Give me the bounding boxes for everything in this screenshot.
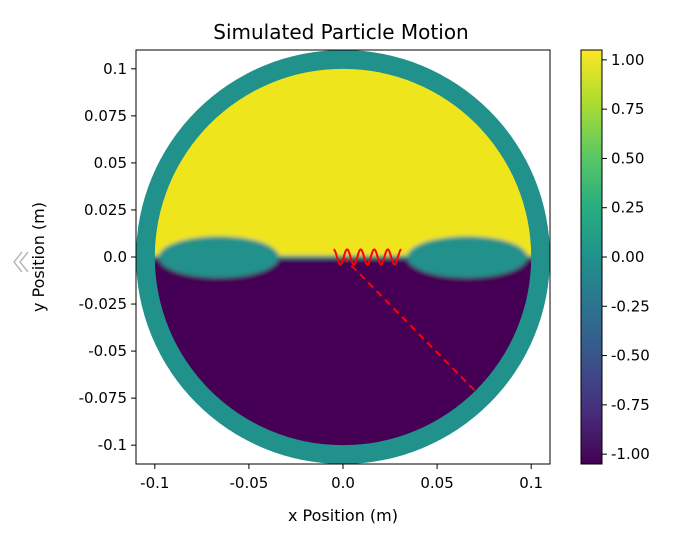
- y-axis-ticks: 0.1 0.075 0.05 0.025 0.0 -0.025 -0.05 -0.075 -0.…: [79, 60, 136, 454]
- colorbar-tick-label: 0.25: [611, 199, 644, 217]
- chart-title: Simulated Particle Motion: [213, 20, 468, 44]
- x-tick-label: -0.05: [230, 474, 269, 492]
- x-tick-label: -0.1: [140, 474, 169, 492]
- trajectory-dashed: [342, 256, 476, 392]
- colorbar-tick-label: 0.00: [611, 248, 644, 266]
- y-axis-label: y Position (m): [29, 202, 48, 312]
- colorbar-tick-label: -1.00: [611, 445, 650, 463]
- y-tick-label: 0.05: [94, 154, 127, 172]
- y-tick-label: 0.0: [103, 248, 127, 266]
- y-tick-label: -0.075: [79, 389, 127, 407]
- y-tick-label: 0.025: [84, 201, 127, 219]
- colorbar-ticks: 1.00 0.75 0.50 0.25 0.00 -0.25 -0.50 -0.75 -1.00: [602, 51, 650, 463]
- colorbar-tick-label: 0.75: [611, 100, 644, 118]
- colorbar-tick-label: 1.00: [611, 51, 644, 69]
- colorbar-tick-label: -0.25: [611, 297, 650, 315]
- trajectory-layer: [333, 248, 476, 392]
- trajectory-oscillation: [333, 248, 402, 266]
- colorbar-tick-label: 0.50: [611, 149, 644, 167]
- y-tick-label: 0.075: [84, 107, 127, 125]
- y-tick-label: -0.05: [88, 342, 127, 360]
- colorbar: [580, 49, 603, 465]
- x-tick-label: 0.0: [331, 474, 355, 492]
- sidebar-collapse-icon[interactable]: [13, 251, 29, 273]
- x-axis-ticks: -0.1 -0.05 0.0 0.05 0.1: [140, 464, 543, 492]
- lobe-1: [406, 236, 528, 278]
- y-tick-label: -0.1: [98, 436, 127, 454]
- x-tick-label: 0.1: [519, 474, 543, 492]
- lobe-0: [158, 236, 280, 278]
- x-axis-label: x Position (m): [288, 506, 398, 525]
- colorbar-tick-label: -0.50: [611, 347, 650, 365]
- y-tick-label: -0.025: [79, 295, 127, 313]
- colorbar-tick-label: -0.75: [611, 396, 650, 414]
- x-tick-label: 0.05: [420, 474, 453, 492]
- y-tick-label: 0.1: [103, 60, 127, 78]
